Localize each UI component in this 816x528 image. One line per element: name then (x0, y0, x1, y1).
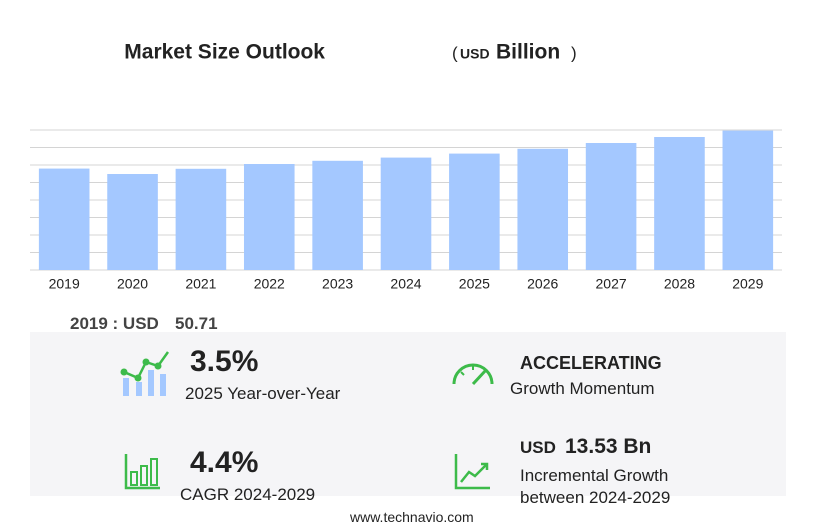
gauge-icon (452, 363, 494, 386)
x-tick-label: 2020 (117, 276, 148, 292)
stat-label: Growth Momentum (510, 379, 655, 398)
x-tick-label: 2028 (664, 276, 695, 292)
base-value: 50.71 (175, 314, 218, 333)
stat-label: Incremental Growth (520, 466, 669, 485)
stat-label: 2025 Year-over-Year (185, 384, 341, 403)
x-tick-label: 2019 (49, 276, 80, 292)
unit-currency: USD (460, 46, 490, 62)
x-tick-label: 2027 (596, 276, 627, 292)
stat-label: CAGR 2024-2029 (180, 485, 316, 504)
stat: 3.5% (190, 345, 259, 378)
chart-title: Market Size Outlook (124, 41, 325, 64)
footer: www.technavio.com (350, 509, 474, 525)
unit-paren: ) (571, 43, 577, 62)
growth-icon (454, 454, 490, 490)
bar (654, 137, 705, 270)
stat-label: between 2024-2029 (520, 488, 671, 507)
base-label: 2019 : USD (70, 314, 159, 333)
bar (243, 164, 295, 270)
x-tick-label: 2026 (527, 276, 558, 292)
stat: 4.4% (190, 446, 259, 479)
stat: ACCELERATING (520, 353, 662, 373)
unit-label: Billion (496, 41, 560, 64)
x-tick-label: 2022 (254, 276, 285, 292)
x-tick-label: 2025 (459, 276, 490, 292)
yoy-icon (120, 351, 170, 396)
stat-prefix: USD (520, 438, 556, 457)
x-tick-label: 2023 (322, 276, 353, 292)
bar (107, 174, 158, 270)
cagr-icon (124, 454, 160, 490)
x-tick-label: 2021 (185, 276, 216, 292)
bar (722, 130, 774, 270)
x-tick-label: 2029 (732, 276, 763, 292)
unit-paren: ( (452, 43, 458, 62)
bar (380, 157, 432, 270)
bar (312, 160, 363, 270)
stat: 13.53 Bn (565, 435, 652, 458)
bar (38, 168, 90, 270)
x-tick-label: 2024 (390, 276, 421, 292)
bar (585, 143, 637, 270)
bar (517, 148, 569, 270)
chart: Market Size Outlook ( USD Billion ) 2019… (30, 41, 782, 292)
bar (175, 168, 227, 270)
bar (449, 153, 500, 270)
